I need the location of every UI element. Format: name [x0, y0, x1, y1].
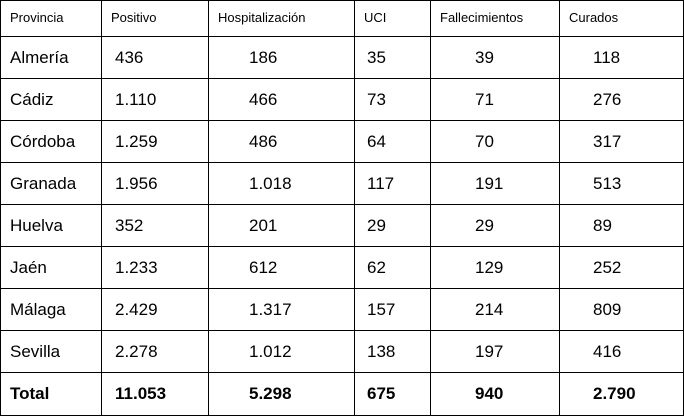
cell-hospitalizacion: 201 [208, 204, 355, 247]
cell-curados: 118 [559, 36, 684, 79]
cell-uci: 64 [354, 120, 431, 163]
total-hospitalizacion: 5.298 [208, 372, 355, 416]
total-positivo: 11.053 [101, 372, 209, 416]
total-fallecimientos: 940 [430, 372, 560, 416]
cell-positivo: 352 [101, 204, 209, 247]
cell-uci: 117 [354, 162, 431, 205]
cell-positivo: 1.233 [101, 246, 209, 289]
cell-uci: 73 [354, 78, 431, 121]
table-row: Sevilla 2.278 1.012 138 197 416 [0, 330, 684, 373]
total-uci: 675 [354, 372, 431, 416]
cell-hospitalizacion: 1.317 [208, 288, 355, 331]
header-curados: Curados [559, 0, 684, 37]
cell-curados: 416 [559, 330, 684, 373]
cell-hospitalizacion: 1.012 [208, 330, 355, 373]
cell-provincia: Granada [0, 162, 102, 205]
cell-positivo: 436 [101, 36, 209, 79]
cell-positivo: 1.110 [101, 78, 209, 121]
cell-provincia: Huelva [0, 204, 102, 247]
header-hospitalizacion: Hospitalización [208, 0, 355, 37]
table-row: Huelva 352 201 29 29 89 [0, 204, 684, 247]
table-row: Jaén 1.233 612 62 129 252 [0, 246, 684, 289]
header-row: Provincia Positivo Hospitalización UCI F… [0, 0, 684, 37]
cell-curados: 809 [559, 288, 684, 331]
cell-positivo: 2.429 [101, 288, 209, 331]
total-curados: 2.790 [559, 372, 684, 416]
header-provincia: Provincia [0, 0, 102, 37]
cell-positivo: 1.259 [101, 120, 209, 163]
cell-fallecimientos: 191 [430, 162, 560, 205]
cell-hospitalizacion: 186 [208, 36, 355, 79]
cell-provincia: Cádiz [0, 78, 102, 121]
cell-fallecimientos: 39 [430, 36, 560, 79]
cell-curados: 276 [559, 78, 684, 121]
header-fallecimientos: Fallecimientos [430, 0, 560, 37]
cell-provincia: Jaén [0, 246, 102, 289]
cell-uci: 157 [354, 288, 431, 331]
cell-fallecimientos: 129 [430, 246, 560, 289]
cell-fallecimientos: 197 [430, 330, 560, 373]
cell-provincia: Almería [0, 36, 102, 79]
table-row: Almería 436 186 35 39 118 [0, 36, 684, 79]
cell-fallecimientos: 214 [430, 288, 560, 331]
header-positivo: Positivo [101, 0, 209, 37]
cell-uci: 138 [354, 330, 431, 373]
table-row: Málaga 2.429 1.317 157 214 809 [0, 288, 684, 331]
cell-curados: 89 [559, 204, 684, 247]
table-row: Córdoba 1.259 486 64 70 317 [0, 120, 684, 163]
cell-curados: 317 [559, 120, 684, 163]
cell-positivo: 2.278 [101, 330, 209, 373]
cell-positivo: 1.956 [101, 162, 209, 205]
cell-curados: 513 [559, 162, 684, 205]
cell-fallecimientos: 70 [430, 120, 560, 163]
cell-provincia: Córdoba [0, 120, 102, 163]
cell-curados: 252 [559, 246, 684, 289]
cell-uci: 29 [354, 204, 431, 247]
cell-hospitalizacion: 486 [208, 120, 355, 163]
cell-uci: 35 [354, 36, 431, 79]
cell-provincia: Málaga [0, 288, 102, 331]
header-uci: UCI [354, 0, 431, 37]
total-row: Total 11.053 5.298 675 940 2.790 [0, 372, 684, 416]
cell-hospitalizacion: 1.018 [208, 162, 355, 205]
table-row: Granada 1.956 1.018 117 191 513 [0, 162, 684, 205]
total-label: Total [0, 372, 102, 416]
cell-fallecimientos: 71 [430, 78, 560, 121]
cell-hospitalizacion: 466 [208, 78, 355, 121]
cell-fallecimientos: 29 [430, 204, 560, 247]
cell-uci: 62 [354, 246, 431, 289]
cell-provincia: Sevilla [0, 330, 102, 373]
table-row: Cádiz 1.110 466 73 71 276 [0, 78, 684, 121]
cell-hospitalizacion: 612 [208, 246, 355, 289]
